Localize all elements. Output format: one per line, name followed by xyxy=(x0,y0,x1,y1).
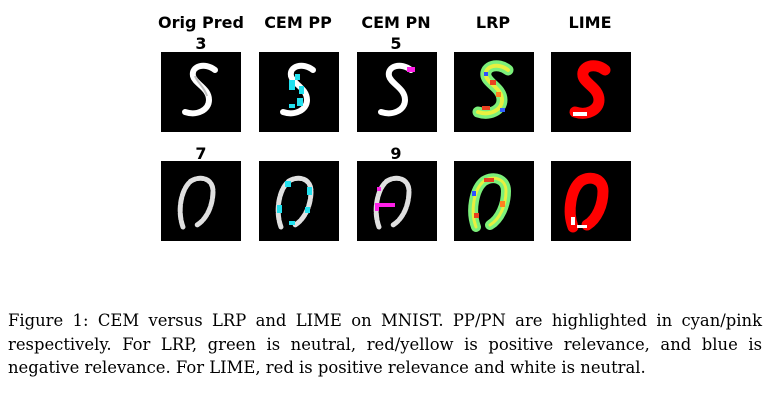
column-title-orig-pred: Orig Pred xyxy=(158,13,244,32)
panel-row2-cem-pn xyxy=(357,161,437,241)
column-title-lrp: LRP xyxy=(475,13,511,32)
column-title-cem-pp: CEM PP xyxy=(264,13,332,32)
orig-pred-label-row1: 3 xyxy=(195,34,207,53)
panel-row1-cem-pp xyxy=(259,52,339,132)
panel-row1-lrp xyxy=(454,52,534,132)
column-title-lime: LIME xyxy=(568,13,612,32)
panel-row1-lime xyxy=(551,52,631,132)
panel-row1-cem-pn xyxy=(357,52,437,132)
orig-pred-label-row2: 7 xyxy=(195,144,207,163)
panel-row2-lrp xyxy=(454,161,534,241)
panel-row2-orig xyxy=(161,161,241,241)
panel-row1-orig xyxy=(161,52,241,132)
column-title-cem-pn: CEM PN xyxy=(361,13,431,32)
panel-row2-lime xyxy=(551,161,631,241)
pn-pred-label-row2: 9 xyxy=(390,144,402,163)
figure-caption: Figure 1: CEM versus LRP and LIME on MNI… xyxy=(8,311,762,377)
pn-pred-label-row1: 5 xyxy=(390,34,402,53)
panel-row2-cem-pp xyxy=(259,161,339,241)
